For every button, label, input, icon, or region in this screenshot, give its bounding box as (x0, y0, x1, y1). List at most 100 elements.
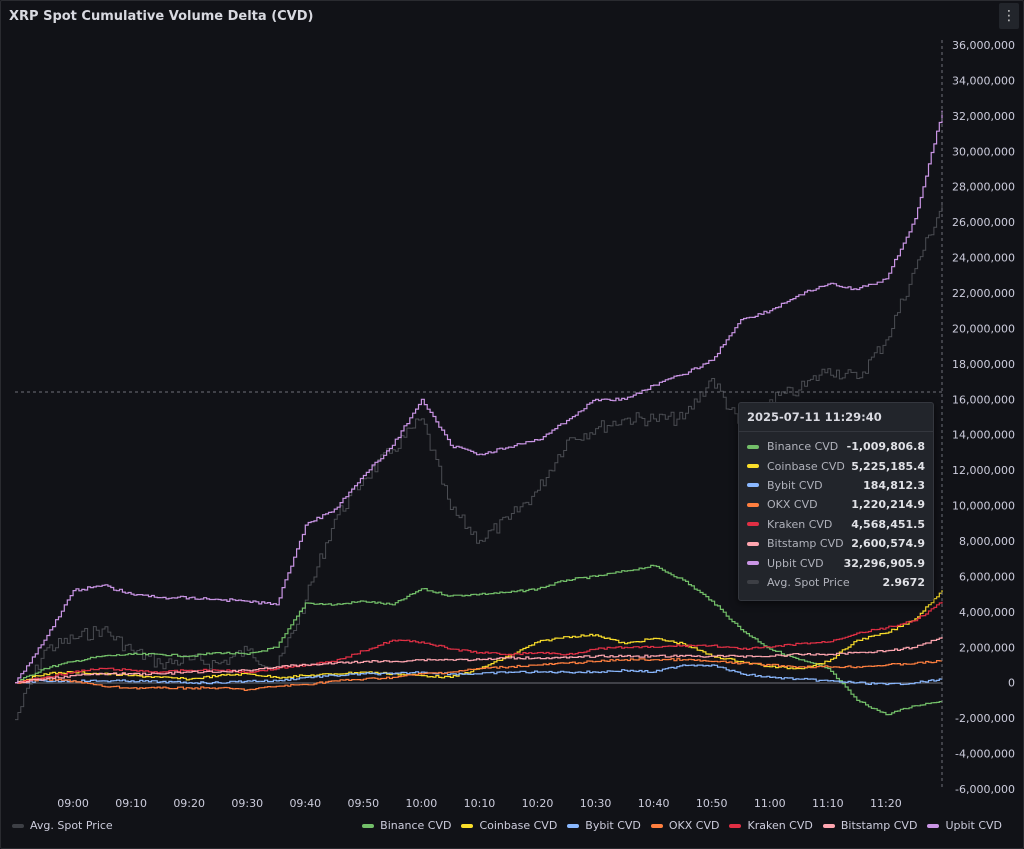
x-tick-label: 09:00 (57, 797, 89, 810)
tooltip-series-value: 2,600,574.9 (851, 537, 925, 551)
legend-swatch-icon (12, 823, 24, 828)
legend-swatch-icon (650, 823, 663, 828)
tooltip-series-name: Kraken CVD (767, 517, 833, 531)
tooltip-row: Bitstamp CVD 2,600,574.9 (739, 534, 933, 553)
tooltip-row: Bybit CVD 184,812.3 (739, 476, 933, 495)
y-tick-label: 8,000,000 (959, 535, 1015, 548)
y-tick-label: 18,000,000 (952, 358, 1015, 371)
legend-item[interactable]: Binance CVD (362, 819, 451, 832)
series-lines (15, 110, 943, 721)
y-tick-label: 6,000,000 (959, 570, 1015, 583)
legend-label: Binance CVD (380, 819, 452, 832)
panel-title: XRP Spot Cumulative Volume Delta (CVD) (9, 9, 314, 24)
x-tick-label: 11:20 (870, 797, 902, 810)
y-tick-label: 26,000,000 (952, 216, 1015, 229)
y-tick-label: -6,000,000 (955, 783, 1015, 796)
tooltip-row: Kraken CVD 4,568,451.5 (739, 515, 933, 534)
y-axis-ticks: 36,000,000 34,000,000 32,000,000 30,000,000… (952, 39, 1015, 796)
legend-item[interactable]: Avg. Spot Price (12, 819, 113, 832)
kebab-menu-icon[interactable]: ⋮ (999, 3, 1019, 29)
legend-label: Upbit CVD (945, 819, 1002, 832)
y-tick-label: 14,000,000 (952, 429, 1015, 442)
legend-swatch-icon (461, 823, 474, 828)
x-tick-label: 10:00 (406, 797, 438, 810)
legend-label: Coinbase CVD (479, 819, 558, 832)
tooltip-series-name: Upbit CVD (767, 556, 824, 570)
y-tick-label: -4,000,000 (955, 748, 1015, 761)
y-tick-label: 10,000,000 (952, 500, 1015, 513)
tooltip-series-value: 184,812.3 (863, 478, 925, 492)
tooltip-row: Avg. Spot Price 2.9672 (739, 573, 933, 592)
series-swatch-icon (747, 483, 759, 488)
tooltip-row: Coinbase CVD 5,225,185.4 (739, 456, 933, 475)
legend-swatch-icon (822, 823, 835, 828)
legend-swatch-icon (927, 823, 940, 828)
tooltip-series-value: 32,296,905.9 (843, 556, 925, 570)
legend-label: Bybit CVD (585, 819, 641, 832)
y-tick-label: 22,000,000 (952, 287, 1015, 300)
x-tick-label: 09:40 (289, 797, 321, 810)
series-swatch-icon (747, 561, 759, 566)
tooltip-series-value: 1,220,214.9 (851, 498, 925, 512)
series-line-avg-spot-price (15, 204, 943, 721)
legend-label: Bitstamp CVD (840, 819, 918, 832)
y-tick-label: -2,000,000 (955, 712, 1015, 725)
tooltip-row: OKX CVD 1,220,214.9 (739, 495, 933, 514)
series-line-binance-cvd (15, 564, 943, 716)
series-swatch-icon (747, 464, 759, 469)
tooltip-series-name: OKX CVD (767, 498, 818, 512)
y-tick-label: 12,000,000 (952, 464, 1015, 477)
x-tick-label: 10:50 (696, 797, 728, 810)
x-tick-label: 11:00 (754, 797, 786, 810)
x-tick-label: 09:30 (231, 797, 263, 810)
y-tick-label: 2,000,000 (959, 641, 1015, 654)
tooltip-series-value: 2.9672 (882, 575, 925, 589)
x-axis-ticks: 09:00 09:10 09:20 09:30 09:40 09:50 10:00 10:10… (57, 797, 902, 810)
tooltip-series-value: -1,009,806.8 (846, 440, 925, 454)
x-tick-label: 11:10 (812, 797, 844, 810)
legend-item[interactable]: Kraken CVD (729, 819, 813, 832)
series-swatch-icon (747, 580, 759, 585)
tooltip-series-name: Bybit CVD (767, 478, 823, 492)
y-tick-label: 24,000,000 (952, 252, 1015, 265)
tooltip-series-name: Binance CVD (767, 440, 839, 454)
y-tick-label: 34,000,000 (952, 74, 1015, 87)
legend-item[interactable]: Coinbase CVD (461, 819, 557, 832)
tooltip-timestamp: 2025-07-11 11:29:40 (739, 403, 933, 432)
legend-label: OKX CVD (668, 819, 720, 832)
series-swatch-icon (747, 522, 759, 527)
y-tick-label: 32,000,000 (952, 110, 1015, 123)
x-tick-label: 09:20 (173, 797, 205, 810)
series-line-upbit-cvd (15, 110, 943, 684)
legend-swatch-icon (567, 823, 580, 828)
tooltip-series-name: Avg. Spot Price (767, 575, 850, 589)
y-tick-label: 20,000,000 (952, 322, 1015, 335)
legend-label: Avg. Spot Price (30, 819, 113, 832)
y-tick-label: 16,000,000 (952, 393, 1015, 406)
legend-item[interactable]: Upbit CVD (927, 819, 1002, 832)
legend-left: Avg. Spot Price (2, 819, 113, 832)
series-swatch-icon (747, 444, 759, 449)
legend-label: Kraken CVD (747, 819, 813, 832)
y-tick-label: 0 (1008, 677, 1015, 690)
legend-item[interactable]: Bybit CVD (567, 819, 641, 832)
x-tick-label: 09:50 (347, 797, 379, 810)
legend-swatch-icon (729, 823, 742, 828)
series-line-bitstamp-cvd (15, 636, 943, 684)
tooltip-series-value: 5,225,185.4 (851, 459, 925, 473)
tooltip-row: Binance CVD -1,009,806.8 (739, 437, 933, 456)
x-tick-label: 10:30 (580, 797, 612, 810)
tooltip-row: Upbit CVD 32,296,905.9 (739, 553, 933, 572)
y-tick-label: 28,000,000 (952, 181, 1015, 194)
legend-item[interactable]: OKX CVD (650, 819, 720, 832)
series-line-kraken-cvd (15, 601, 943, 684)
series-swatch-icon (747, 502, 759, 507)
y-tick-label: 30,000,000 (952, 145, 1015, 158)
y-tick-label: 4,000,000 (959, 606, 1015, 619)
tooltip: 2025-07-11 11:29:40 Binance CVD -1,009,80… (738, 402, 934, 601)
legend-swatch-icon (362, 823, 375, 828)
legend-right: Binance CVD Coinbase CVD Bybit CVD OKX CVD K… (352, 819, 1002, 832)
legend-item[interactable]: Bitstamp CVD (822, 819, 918, 832)
series-line-bybit-cvd (15, 664, 943, 686)
